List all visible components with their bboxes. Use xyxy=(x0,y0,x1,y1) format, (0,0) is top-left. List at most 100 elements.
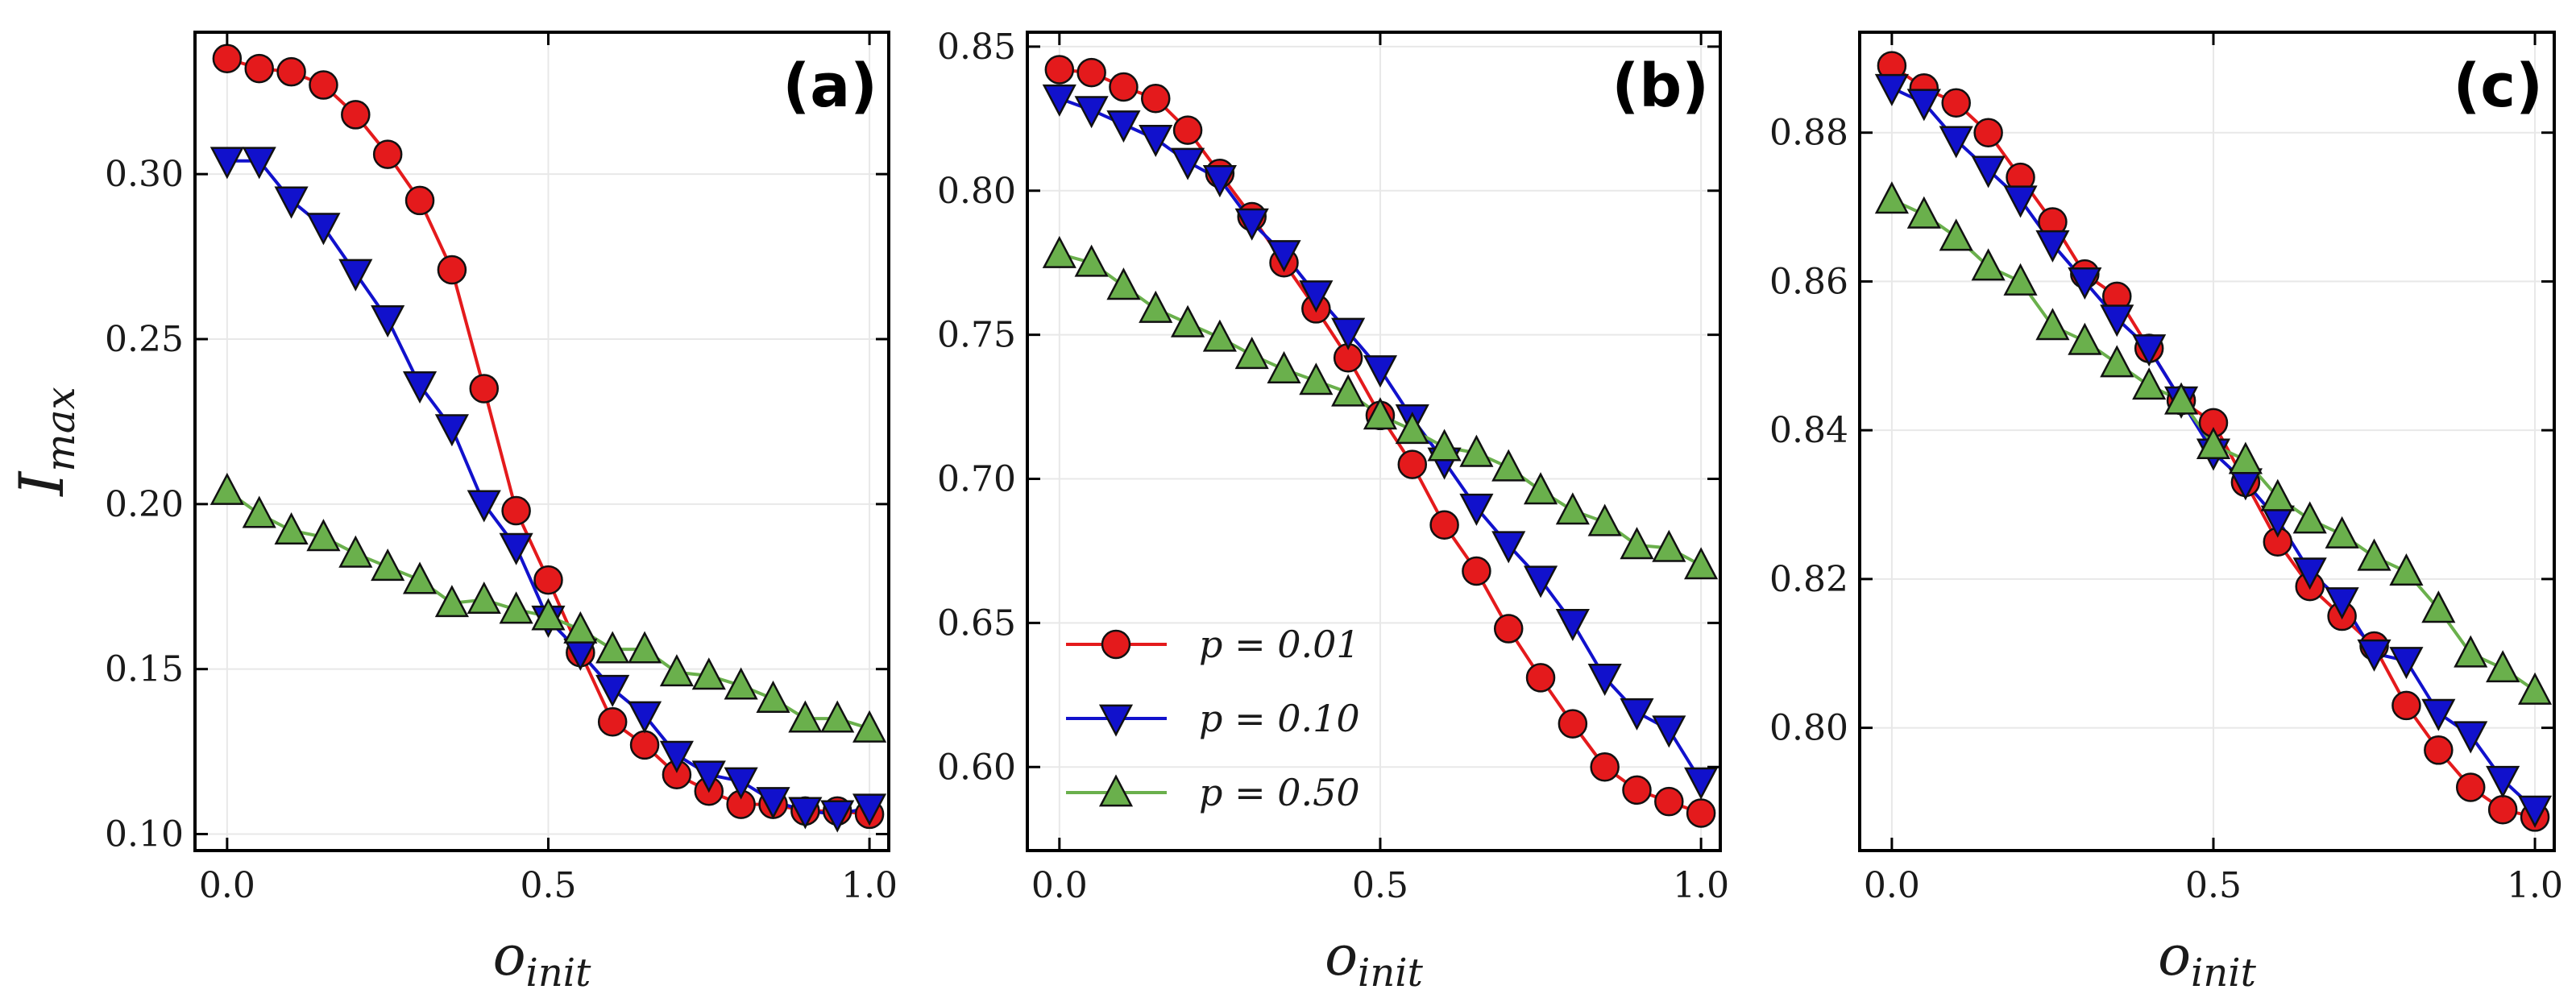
y-tick-label: 0.10 xyxy=(105,814,184,855)
data-point-p001 xyxy=(1558,709,1588,739)
data-point-p050 xyxy=(1555,492,1590,525)
data-point-p050 xyxy=(434,585,469,618)
data-point-p050 xyxy=(1331,374,1366,407)
data-point-p010 xyxy=(2421,698,2456,731)
y-axis-label-subscript: max xyxy=(37,387,84,471)
data-point-p050 xyxy=(820,700,855,733)
x-axis-label: oinit xyxy=(1325,925,1424,996)
x-tick-label: 0.5 xyxy=(1352,865,1408,906)
data-point-p050 xyxy=(2100,345,2134,378)
y-tick-label: 0.15 xyxy=(105,649,184,690)
panel-c: 0.0 0.5 1.0 0.80 0.82 0.84 0.86 0.88 oinit (c) xyxy=(1769,31,2563,996)
x-axis-label-base: o xyxy=(1325,925,1358,988)
plot-frame xyxy=(1026,31,1722,852)
data-point-p010 xyxy=(724,767,758,800)
data-point-p010 xyxy=(1684,767,1719,800)
x-axis-label-base: o xyxy=(2158,925,2191,988)
data-point-p010 xyxy=(1459,493,1494,526)
y-tick-label: 0.30 xyxy=(105,154,184,195)
data-point-p010 xyxy=(659,740,694,773)
panel-label: (a) xyxy=(782,52,877,121)
data-point-p001 xyxy=(1141,84,1171,114)
data-point-p010 xyxy=(2389,647,2424,680)
data-point-p050 xyxy=(1234,337,1269,370)
data-point-p001 xyxy=(1397,449,1428,479)
data-point-p050 xyxy=(1171,304,1205,337)
data-point-p050 xyxy=(1971,248,2006,281)
x-axis-label-base: o xyxy=(493,925,526,988)
data-point-p010 xyxy=(2003,185,2038,218)
y-tick-label: 0.84 xyxy=(1769,410,1848,451)
data-point-p050 xyxy=(2389,553,2424,586)
data-point-p010 xyxy=(1299,280,1334,313)
data-point-p010 xyxy=(467,490,501,523)
data-point-p010 xyxy=(434,414,469,447)
x-axis-label-subscript: init xyxy=(1358,950,1424,996)
data-point-p010 xyxy=(2454,721,2488,754)
data-point-p010 xyxy=(1331,317,1366,350)
data-point-p050 xyxy=(2357,538,2391,571)
data-point-p010 xyxy=(2486,765,2520,798)
plot-frame xyxy=(193,31,890,852)
data-point-p050 xyxy=(2164,382,2199,415)
data-point-p050 xyxy=(274,511,309,545)
data-point-p050 xyxy=(1363,397,1398,430)
data-point-p050 xyxy=(2454,635,2488,668)
data-point-p050 xyxy=(1874,181,1909,214)
data-point-p001 xyxy=(1462,556,1491,586)
data-point-p010 xyxy=(1939,126,1973,159)
data-point-p050 xyxy=(788,700,823,733)
data-point-p001 xyxy=(1973,118,2003,147)
data-point-p010 xyxy=(1906,89,1941,122)
data-point-p010 xyxy=(2325,587,2359,620)
data-point-p001 xyxy=(597,706,628,737)
data-point-p050 xyxy=(2035,308,2070,341)
data-point-p010 xyxy=(691,760,726,793)
y-tick-label: 0.88 xyxy=(1769,113,1848,154)
data-point-p010 xyxy=(1139,124,1173,158)
data-point-p001 xyxy=(244,53,274,84)
data-point-p010 xyxy=(306,213,341,246)
data-point-p050 xyxy=(2517,672,2553,705)
panel-b: 0.0 0.5 1.0 0.60 0.65 0.70 0.75 0.80 0.85 oinit (b… xyxy=(937,27,1729,996)
data-point-p010 xyxy=(242,147,276,180)
y-axis-label-base: I xyxy=(6,470,77,498)
data-point-p001 xyxy=(1654,786,1684,817)
data-point-p050 xyxy=(2325,515,2359,549)
data-point-p010 xyxy=(371,305,405,338)
data-point-p050 xyxy=(1106,267,1141,300)
data-point-p010 xyxy=(788,797,823,830)
x-tick-label: 0.0 xyxy=(1864,865,1920,906)
data-point-p001 xyxy=(501,495,531,526)
data-point-p050 xyxy=(1684,547,1719,580)
data-point-p010 xyxy=(1587,663,1622,696)
data-point-p001 xyxy=(372,139,403,169)
data-point-p010 xyxy=(1234,208,1269,241)
data-point-p050 xyxy=(1202,319,1237,352)
data-point-p001 xyxy=(1941,88,1971,118)
data-point-p010 xyxy=(627,701,662,734)
data-point-p001 xyxy=(212,43,243,74)
data-point-p010 xyxy=(2517,795,2553,828)
panel-label: (c) xyxy=(2453,52,2543,121)
y-tick-label: 0.60 xyxy=(937,747,1016,788)
legend-label-p050: p = 0.50 xyxy=(1199,771,1360,814)
x-axis-label-subscript: init xyxy=(526,950,592,996)
data-point-p010 xyxy=(1971,155,2006,188)
data-point-p010 xyxy=(402,371,438,404)
data-point-p010 xyxy=(2035,230,2070,263)
y-tick-label: 0.80 xyxy=(937,171,1016,212)
data-point-p050 xyxy=(1906,196,1941,229)
data-point-p050 xyxy=(1042,235,1076,268)
x-tick-label: 1.0 xyxy=(2507,865,2563,906)
data-point-p010 xyxy=(1106,110,1141,143)
data-point-p050 xyxy=(852,710,887,743)
data-point-p001 xyxy=(469,374,499,404)
data-point-p050 xyxy=(402,561,438,594)
data-point-p001 xyxy=(276,56,306,87)
data-point-p010 xyxy=(756,787,790,820)
legend-label-p010: p = 0.10 xyxy=(1199,697,1360,740)
data-point-p050 xyxy=(499,591,533,624)
